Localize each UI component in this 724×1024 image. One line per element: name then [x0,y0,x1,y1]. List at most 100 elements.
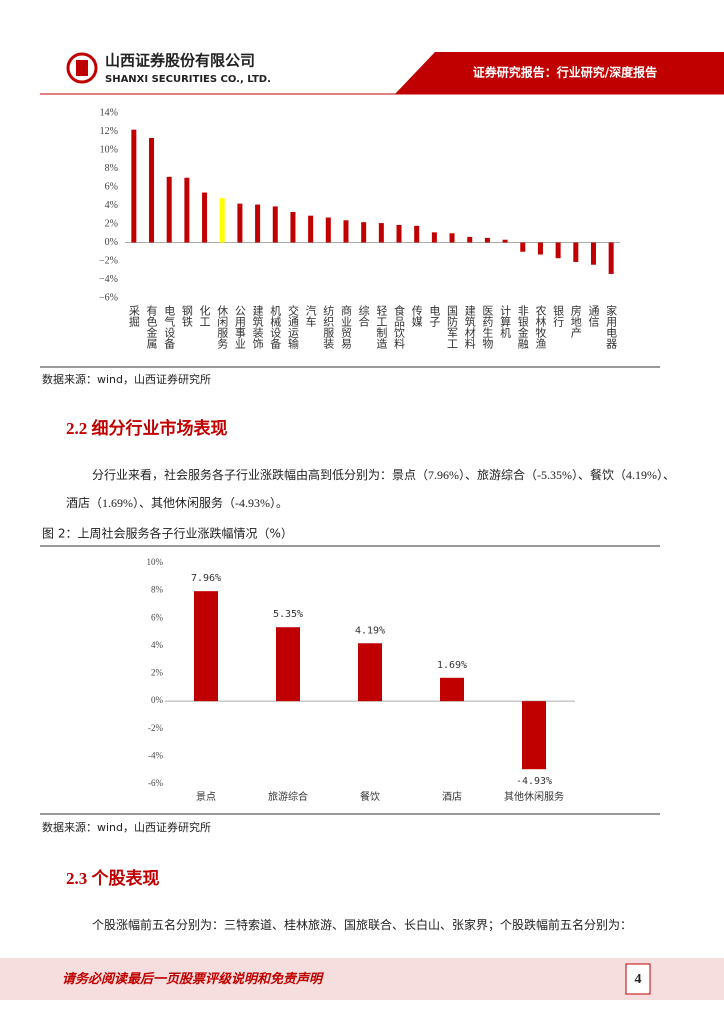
y-tick-label: 2% [105,218,118,229]
page-number: 4 [635,972,642,987]
bar [590,242,596,265]
bar [484,237,490,243]
x-tick-label: 医药生物 [481,305,494,349]
value-label: 4.19% [355,625,385,636]
x-tick-label: 钢铁 [180,305,193,327]
x-tick-label: 化工 [198,304,211,327]
value-label: -4.93% [516,776,552,787]
x-tick-label: 房地产 [569,305,582,339]
bar [467,236,473,243]
x-tick-label: 纺织服装 [322,304,335,350]
company-name-en: SHANXI SECURITIES CO., LTD. [105,74,271,85]
bar [276,627,300,702]
bar [343,220,349,243]
bar [219,198,225,243]
x-tick-label: 景点 [196,791,216,803]
source: 数据来源：wind，山西证券研究所 [42,372,211,386]
bar [396,224,402,243]
header-banner [395,52,724,94]
x-tick-label: 电气设备 [163,305,176,350]
y-tick-label: -4% [148,750,163,760]
y-tick-label: 10% [100,144,118,155]
bar [449,233,455,243]
bar [255,204,261,243]
bar [131,129,137,243]
y-tick-label: 6% [105,181,118,192]
x-tick-label: 机械设备 [269,304,282,350]
bar [608,242,614,274]
value-label: 7.96% [191,573,221,584]
section-heading: 2.3 个股表现 [66,868,160,888]
footer-band [0,958,724,1000]
x-tick-label: 电子 [428,305,441,327]
y-tick-label: 0% [105,237,118,248]
x-tick-label: 农林牧渔 [534,304,547,350]
x-tick-label: 通信 [587,305,600,328]
bar [414,225,420,243]
bar [194,591,218,702]
bar [440,677,464,702]
x-tick-label: 食品饮料 [393,304,406,350]
paragraph-line: 个股涨幅前五名分别为：三特索道、桂林旅游、国旅联合、长白山、张家界；个股跌幅前五… [92,917,632,932]
bar [520,242,526,252]
logo-mark [76,60,88,76]
x-tick-label: 家用电器 [605,304,618,350]
y-tick-label: 6% [151,612,164,622]
x-tick-label: 轻工制造 [375,304,388,349]
bar [166,176,172,243]
bar [537,242,543,255]
section-heading: 2.2 细分行业市场表现 [66,418,228,438]
x-tick-label: 传媒 [410,305,423,328]
y-tick-label: 4% [151,640,164,650]
bar [237,203,243,243]
y-tick-label: −4% [99,274,118,285]
x-tick-label: 商业贸易 [339,304,352,350]
bar [272,206,278,243]
bar [361,222,367,243]
y-tick-label: 2% [151,668,164,678]
x-tick-label: 旅游综合 [268,790,308,803]
logo [66,52,98,84]
source: 数据来源：wind，山西证券研究所 [42,820,211,834]
report-type: 证券研究报告：行业研究/深度报告 [473,65,657,80]
x-tick-label: 休闲服务 [216,305,229,349]
bar [358,643,382,702]
y-tick-label: 4% [105,200,118,211]
bar [290,211,296,243]
x-tick-label: 其他休闲服务 [504,790,564,803]
x-tick-label: 交通运输 [286,304,299,350]
bar [522,701,546,770]
page-box [625,963,651,995]
bar [378,223,384,243]
y-tick-label: -6% [148,778,163,788]
figure-caption: 图 2：上周社会服务各子行业涨跌幅情况（%） [42,526,293,541]
y-tick-label: 0% [151,695,164,705]
company-name: 山西证券股份有限公司 [105,52,255,70]
bar [149,137,155,243]
value-label: 1.69% [437,660,467,671]
paragraph-line: 酒店（1.69%）、其他休闲服务（-4.93%）。 [66,495,288,510]
x-tick-label: 采掘 [127,305,140,328]
bar [308,215,314,243]
y-tick-label: 10% [147,557,164,567]
bar [325,217,331,243]
x-tick-label: 餐饮 [360,790,380,803]
x-tick-label: 计算机 [499,305,512,338]
x-tick-label: 酒店 [442,790,462,803]
x-tick-label: 银行 [552,304,565,328]
x-tick-label: 建筑材料 [463,304,476,350]
y-tick-label: 8% [151,585,164,595]
x-tick-label: 建筑装饰 [251,304,264,349]
y-tick-label: 12% [100,126,118,137]
paragraph-line: 分行业来看，社会服务各子行业涨跌幅由高到低分别为：景点（7.96%）、旅游综合（… [92,467,675,482]
bar [184,177,190,243]
bar [555,242,561,259]
x-tick-label: 非银金融 [516,305,529,350]
value-label: 5.35% [273,609,303,620]
bar [502,239,508,243]
bar [202,192,208,243]
y-tick-label: 14% [100,107,118,118]
x-tick-label: 国防军工 [446,305,459,349]
y-tick-label: 8% [105,163,118,174]
